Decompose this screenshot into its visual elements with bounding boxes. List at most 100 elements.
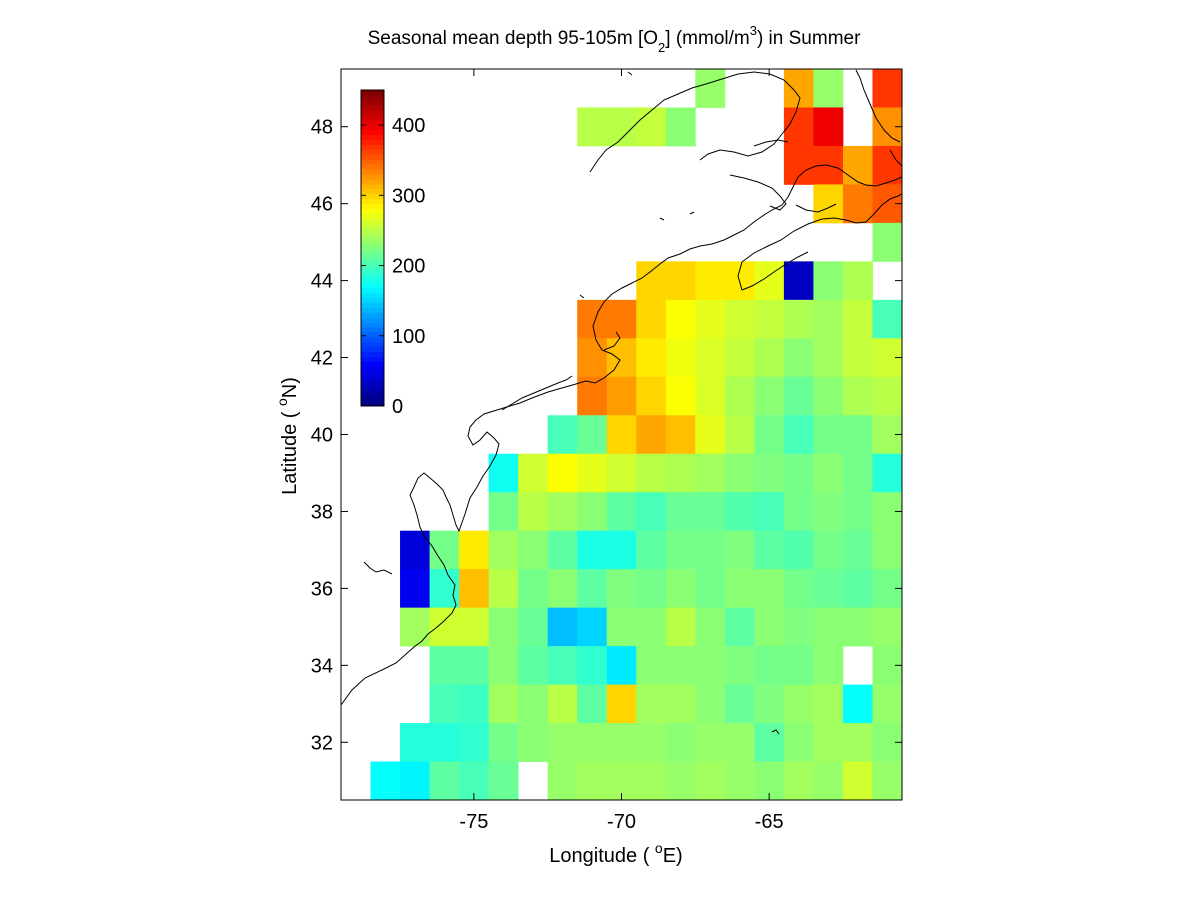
heatmap-cell — [577, 107, 608, 147]
heatmap-cell — [547, 646, 578, 685]
x-axis-label-text: Longitude ( — [549, 845, 655, 867]
y-tick-label: 32 — [311, 732, 333, 754]
colorbar-step — [361, 267, 384, 274]
colorbar-tick-label: 300 — [392, 185, 425, 207]
map-plot-area — [341, 69, 902, 800]
heatmap-cell — [636, 299, 667, 339]
heatmap-cell — [695, 376, 726, 416]
coastline-bermuda — [771, 729, 780, 735]
heatmap-cell — [842, 145, 873, 185]
y-tick-label: 44 — [311, 271, 333, 293]
heatmap-cell — [547, 684, 578, 724]
colorbar-step — [361, 218, 384, 224]
colorbar-step — [361, 159, 384, 165]
heatmap-cell — [636, 261, 667, 301]
y-axis-label-text: Latitude ( — [279, 406, 301, 495]
heatmap-cell — [754, 299, 785, 339]
heatmap-cell — [636, 338, 667, 378]
heatmap-cell — [459, 684, 490, 724]
heatmap-cell — [813, 415, 844, 455]
heatmap-cell — [547, 530, 578, 570]
heatmap-cell — [754, 607, 785, 647]
y-tick-label: 48 — [311, 117, 333, 139]
colorbar: 0 100 200 300 400 — [360, 89, 425, 418]
title-subscript: 2 — [658, 40, 665, 55]
heatmap-cell — [606, 530, 637, 570]
colorbar-step — [361, 292, 384, 298]
y-tick-label: 38 — [311, 501, 333, 523]
colorbar-step — [361, 203, 384, 209]
heatmap-cell — [842, 415, 873, 455]
heatmap-cell — [400, 761, 430, 800]
heatmap-cell — [754, 453, 785, 493]
colorbar-step — [361, 391, 384, 397]
heatmap-cell — [606, 415, 637, 455]
colorbar-step — [361, 94, 384, 101]
heatmap-cell — [695, 569, 726, 609]
colorbar-step — [361, 90, 384, 96]
heatmap-cell — [400, 607, 430, 647]
heatmap-cell — [783, 530, 814, 570]
heatmap-cell — [606, 453, 637, 493]
heatmap-cell — [842, 299, 873, 339]
colorbar-step — [361, 173, 384, 180]
heatmap-cell — [695, 723, 726, 762]
y-tick-label: 36 — [311, 578, 333, 600]
y-axis-label: Latitude ( oN) — [274, 377, 301, 495]
heatmap-cell — [783, 299, 814, 339]
colorbar-step — [361, 331, 384, 338]
heatmap-cell — [636, 761, 667, 800]
heatmap-cell — [813, 607, 844, 647]
heatmap-cell — [695, 453, 726, 493]
colorbar-step — [361, 262, 384, 269]
heatmap-cell — [872, 299, 902, 339]
heatmap-cell — [665, 607, 696, 647]
colorbar-step — [361, 297, 384, 303]
colorbar-step — [361, 356, 384, 363]
heatmap-cell — [547, 492, 578, 532]
heatmap-cell — [577, 415, 608, 455]
heatmap-cell — [724, 415, 755, 455]
heatmap-cell — [842, 569, 873, 609]
heatmap-cell — [695, 261, 726, 301]
colorbar-step — [361, 302, 384, 308]
heatmap-cell — [518, 530, 549, 570]
heatmap-cell — [488, 684, 519, 724]
heatmap-cell — [813, 723, 844, 762]
heatmap-cell — [606, 338, 637, 378]
heatmap-cell — [400, 530, 430, 570]
coastline-small-island-1 — [627, 71, 633, 76]
heatmap-cell — [606, 723, 637, 762]
heatmap-cell — [665, 492, 696, 532]
heatmap-cell — [665, 338, 696, 378]
colorbar-step — [361, 336, 384, 343]
heatmap-cell — [577, 569, 608, 609]
colorbar-step — [361, 233, 384, 239]
coastline-long-island — [501, 375, 573, 411]
colorbar-step — [361, 228, 384, 234]
heatmap-cell — [577, 338, 608, 378]
heatmap-cell — [872, 684, 902, 724]
heatmap-cell — [636, 415, 667, 455]
heatmap-cell — [400, 569, 430, 609]
coastline-small-island-3 — [659, 217, 665, 221]
heatmap-cell — [636, 453, 667, 493]
heatmap-cell — [547, 761, 578, 800]
coastline-us-east — [341, 164, 902, 706]
heatmap-cell — [577, 684, 608, 724]
heatmap-cell — [518, 569, 549, 609]
heatmap-cell — [459, 646, 490, 685]
y-axis-label-degree: o — [274, 398, 290, 406]
heatmap-cell — [606, 492, 637, 532]
heatmap-cell — [488, 761, 519, 800]
heatmap-cell — [547, 415, 578, 455]
heatmap-cell — [783, 261, 814, 301]
coastline — [341, 69, 902, 735]
heatmap-cell — [577, 607, 608, 647]
colorbar-step — [361, 223, 384, 229]
heatmap-cell — [813, 530, 844, 570]
colorbar-step — [361, 169, 384, 175]
coastline-small-island-2 — [689, 211, 695, 215]
heatmap-cell — [813, 261, 844, 301]
heatmap-cells — [370, 69, 902, 800]
